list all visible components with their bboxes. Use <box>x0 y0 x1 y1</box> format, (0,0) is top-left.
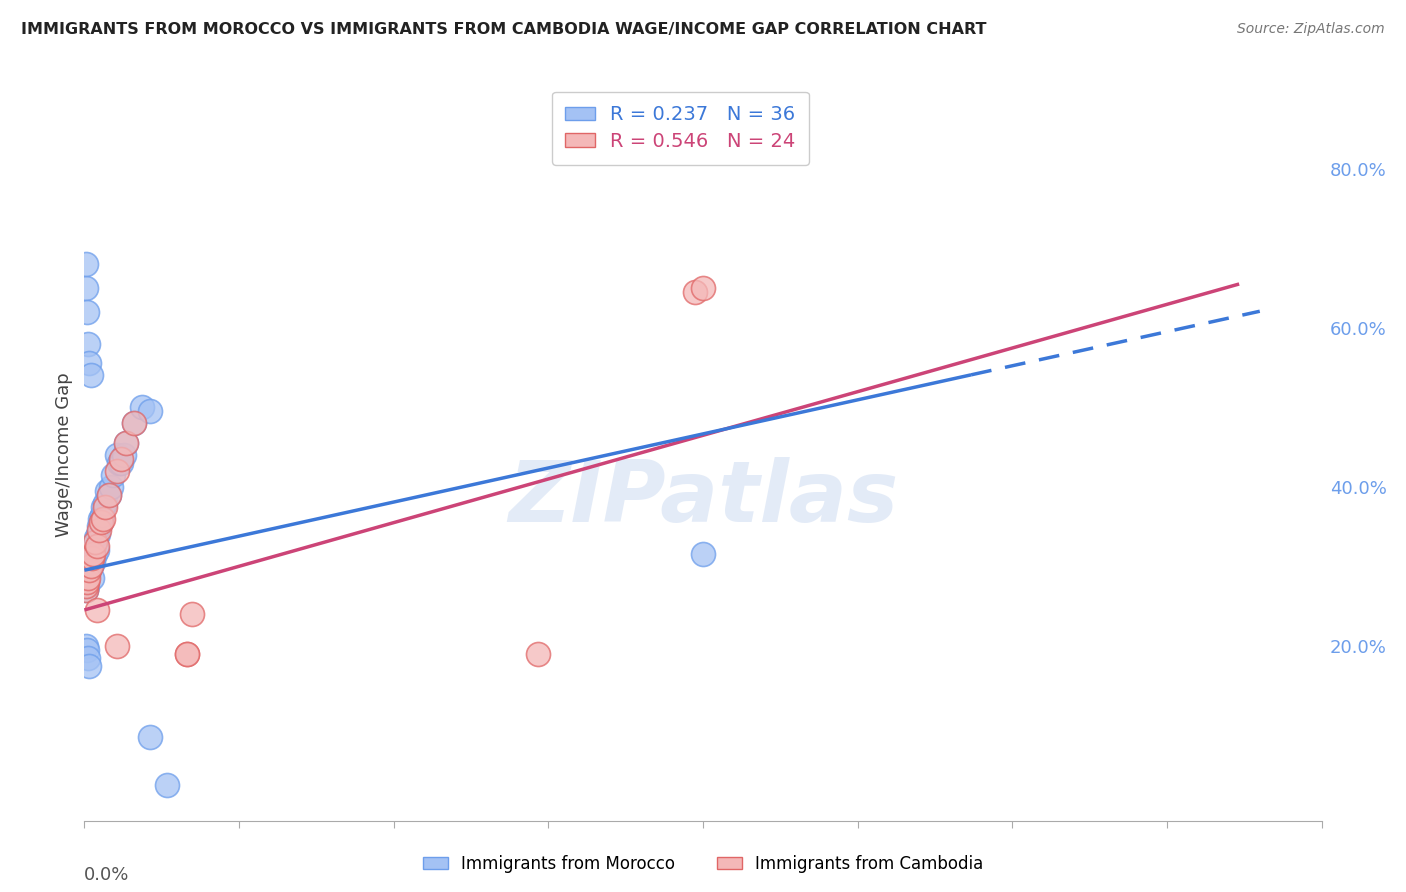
Legend: R = 0.237   N = 36, R = 0.546   N = 24: R = 0.237 N = 36, R = 0.546 N = 24 <box>553 92 808 165</box>
Point <box>79 658 101 673</box>
Point <box>91 500 114 514</box>
Point <box>89 511 111 525</box>
Point <box>75 575 97 590</box>
Point <box>139 404 162 418</box>
Point <box>94 495 117 509</box>
Point <box>176 647 198 661</box>
Point <box>94 500 117 514</box>
Point <box>76 575 98 590</box>
Point <box>527 647 550 661</box>
Point <box>90 516 112 530</box>
Point <box>79 563 101 577</box>
Point <box>76 575 98 590</box>
Point <box>110 456 132 470</box>
Point <box>75 583 97 598</box>
Text: IMMIGRANTS FROM MOROCCO VS IMMIGRANTS FROM CAMBODIA WAGE/INCOME GAP CORRELATION : IMMIGRANTS FROM MOROCCO VS IMMIGRANTS FR… <box>21 22 987 37</box>
Point <box>131 401 153 415</box>
Point <box>83 547 105 561</box>
Point <box>79 368 101 383</box>
Point <box>156 778 179 792</box>
Text: 0.0%: 0.0% <box>84 866 129 884</box>
Point <box>79 559 101 574</box>
Point <box>76 579 98 593</box>
Point <box>86 543 108 558</box>
Point <box>105 464 128 478</box>
Point <box>82 547 104 561</box>
Point <box>77 571 100 585</box>
Point <box>91 508 114 522</box>
Point <box>108 456 131 470</box>
Point <box>86 539 108 553</box>
Point <box>96 483 118 498</box>
Point <box>75 257 97 271</box>
Point <box>112 448 135 462</box>
Point <box>87 527 110 541</box>
Point <box>110 451 132 466</box>
Point <box>122 416 145 430</box>
Point <box>122 416 145 430</box>
Point <box>683 285 706 299</box>
Point <box>98 488 121 502</box>
Point <box>79 563 101 577</box>
Point <box>80 551 103 566</box>
Point <box>176 647 198 661</box>
Point <box>692 547 714 561</box>
Point <box>75 579 97 593</box>
Text: ZIPatlas: ZIPatlas <box>508 458 898 541</box>
Point <box>139 730 162 744</box>
Point <box>75 639 97 653</box>
Point <box>91 511 114 525</box>
Point <box>98 488 121 502</box>
Point <box>87 519 110 533</box>
Point <box>75 579 97 593</box>
Point <box>82 551 104 566</box>
Text: Source: ZipAtlas.com: Source: ZipAtlas.com <box>1237 22 1385 37</box>
Point <box>76 642 98 657</box>
Point <box>82 555 104 569</box>
Point <box>86 603 108 617</box>
Point <box>75 583 97 598</box>
Point <box>83 535 105 549</box>
Point <box>105 448 128 462</box>
Point <box>77 336 100 351</box>
Point <box>84 532 107 546</box>
Point <box>180 607 202 621</box>
Point <box>90 516 112 530</box>
Point <box>114 436 136 450</box>
Point <box>105 639 128 653</box>
Point <box>80 555 103 569</box>
Point <box>100 480 122 494</box>
Point <box>77 567 100 582</box>
Point <box>77 650 100 665</box>
Point <box>76 305 98 319</box>
Point <box>692 281 714 295</box>
Y-axis label: Wage/Income Gap: Wage/Income Gap <box>55 373 73 537</box>
Legend: Immigrants from Morocco, Immigrants from Cambodia: Immigrants from Morocco, Immigrants from… <box>416 848 990 880</box>
Point <box>114 436 136 450</box>
Point <box>103 467 125 482</box>
Point <box>75 281 97 295</box>
Point <box>79 559 101 574</box>
Point <box>79 356 101 371</box>
Point <box>75 571 97 585</box>
Point <box>87 524 110 538</box>
Point <box>80 571 103 585</box>
